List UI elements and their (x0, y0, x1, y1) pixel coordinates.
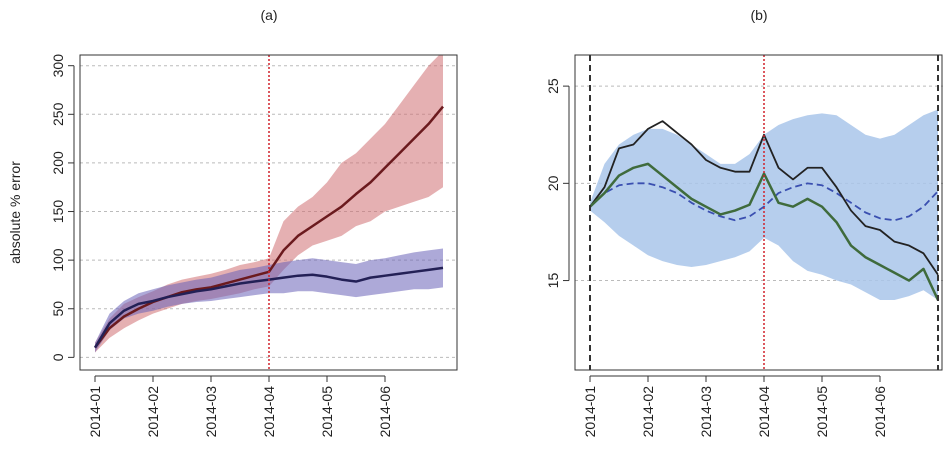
line (589, 120, 939, 276)
x-tick-label: 2014-05 (319, 386, 335, 438)
x-tick-label: 2014-02 (145, 386, 161, 438)
x-tick-label: 2014-04 (261, 386, 277, 438)
y-tick-label: 100 (50, 248, 66, 272)
y-tick-label: 250 (50, 102, 66, 126)
x-tick-label: 2014-01 (582, 386, 598, 438)
x-tick-label: 2014-06 (377, 386, 393, 438)
y-tick-label: 15 (545, 273, 561, 289)
line (589, 162, 940, 301)
plot-box (79, 54, 458, 371)
y-tick-label: 150 (50, 200, 66, 224)
panel: (a) absolute % error 0 50 100 150 200 250 300 201… (7, 7, 458, 437)
panel-title: (b) (750, 7, 767, 23)
x-tick-label: 2014-03 (203, 386, 219, 438)
panel-title: (a) (260, 7, 277, 23)
band (95, 248, 443, 353)
x-tick-label: 2014-03 (698, 386, 714, 438)
plot-box (574, 54, 943, 371)
band (95, 55, 443, 353)
x-tick-label: 2014-02 (640, 386, 656, 438)
x-tick-label: 2014-04 (756, 386, 772, 438)
y-tick-label: 200 (50, 151, 66, 175)
y-tick-label: 25 (545, 78, 561, 94)
y-axis-label: absolute % error (7, 161, 23, 264)
y-tick-label: 300 (50, 54, 66, 78)
x-tick-label: 2014-01 (87, 386, 103, 438)
line (589, 182, 939, 222)
y-tick-label: 20 (545, 175, 561, 191)
y-tick-label: 0 (50, 353, 66, 361)
y-tick-label: 50 (50, 301, 66, 317)
panel: (b) 15 20 25 2014-01 2014-02 2014-03 2014-04 201… (545, 7, 943, 437)
x-tick-label: 2014-05 (814, 386, 830, 438)
x-tick-label: 2014-06 (872, 386, 888, 438)
